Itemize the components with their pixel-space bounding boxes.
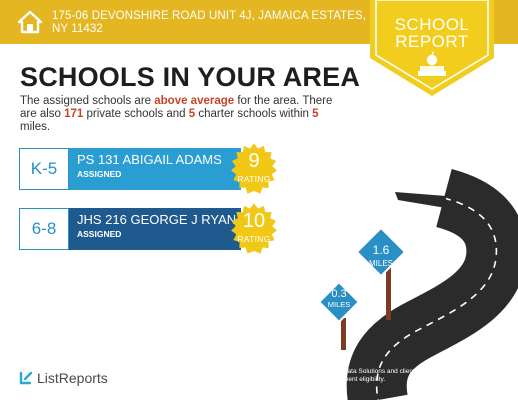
- badge-line-2: REPORT: [395, 32, 469, 51]
- school-info: JHS 216 GEORGE J RYAN ASSIGNED: [69, 208, 241, 250]
- sign-distance-value: 0.3: [331, 288, 347, 300]
- school-info: PS 131 ABIGAIL ADAMS ASSIGNED: [69, 148, 241, 190]
- intro-text: The assigned schools are above average f…: [20, 95, 350, 134]
- badge-line-1: SCHOOL: [394, 15, 470, 34]
- brand-name: ListReports: [37, 370, 108, 386]
- disclaimer-label: DISCLAIMER:: [152, 368, 195, 375]
- school-name: PS 131 ABIGAIL ADAMS: [77, 152, 222, 167]
- intro-part: for the area. There are also: [20, 95, 333, 120]
- disclaimer-body: School data is provided by Great Schools…: [152, 368, 500, 383]
- school-name: JHS 216 GEORGE J RYAN: [77, 212, 237, 227]
- apple-on-books-icon: [418, 51, 446, 76]
- intro-highlight: above average: [154, 95, 235, 107]
- search-radius: 5: [312, 108, 319, 120]
- intro-part: The assigned schools are: [20, 95, 155, 107]
- page-title: SCHOOLS IN YOUR AREA: [20, 62, 361, 92]
- sign-post: [341, 318, 346, 350]
- property-address: 175-06 DEVONSHIRE ROAD UNIT 4J, JAMAICA …: [52, 10, 367, 35]
- school-status: ASSIGNED: [77, 229, 122, 239]
- school-report-label: SCHOOL REPORT: [370, 16, 494, 50]
- seal-shape: [231, 203, 277, 254]
- intro-part: miles.: [20, 121, 51, 133]
- rating-value: 9: [248, 150, 260, 172]
- grade-range: 6-8: [19, 208, 69, 250]
- rating-label: RATING: [237, 234, 271, 244]
- distance-sign: [317, 280, 361, 324]
- sign-distance-unit: MILES: [327, 300, 351, 309]
- charter-school-count: 5: [188, 108, 196, 120]
- school-report-badge: [370, 0, 494, 96]
- sign-post: [386, 262, 391, 320]
- intro-part: charter schools within: [195, 108, 313, 120]
- rating-seal: 9 RATING: [225, 140, 283, 198]
- intro-part: private schools and: [83, 108, 189, 120]
- rating-seal: 10 RATING: [225, 200, 283, 258]
- listreports-logo-icon: [19, 371, 33, 385]
- disclaimer-text: DISCLAIMER: School data is provided by G…: [152, 368, 508, 384]
- school-status: ASSIGNED: [77, 169, 122, 179]
- house-icon: [17, 10, 43, 34]
- rating-value: 10: [242, 210, 266, 232]
- seal-shape: [231, 143, 277, 194]
- distance-sign: [355, 226, 407, 278]
- grade-range: K-5: [19, 148, 69, 190]
- private-school-count: 171: [64, 108, 84, 120]
- sign-distance-unit: MILES: [368, 259, 393, 268]
- sign-distance-value: 1.6: [372, 243, 390, 257]
- rating-label: RATING: [237, 174, 271, 184]
